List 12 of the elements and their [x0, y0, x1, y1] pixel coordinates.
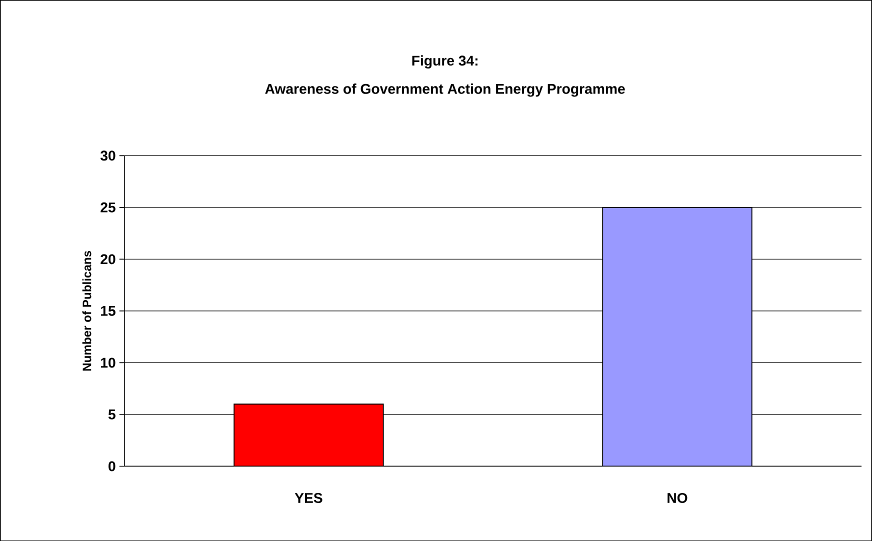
chart-title: Figure 34: [412, 55, 478, 68]
y-tick-label: 15 [101, 306, 116, 316]
y-axis-title: Number of Publicans [82, 250, 92, 371]
y-tick-label: 0 [108, 461, 116, 472]
y-tick-label: 5 [108, 409, 116, 420]
y-tick-label: 20 [100, 254, 116, 264]
y-tick-label: 30 [100, 150, 116, 161]
x-tick-label: NO [668, 492, 688, 503]
y-tick-label: 10 [101, 358, 116, 368]
chart-subtitle: Awareness of Government Action Energy Programme [265, 83, 625, 97]
x-tick-label: YES [294, 492, 322, 503]
y-tick-label: 25 [100, 202, 116, 212]
